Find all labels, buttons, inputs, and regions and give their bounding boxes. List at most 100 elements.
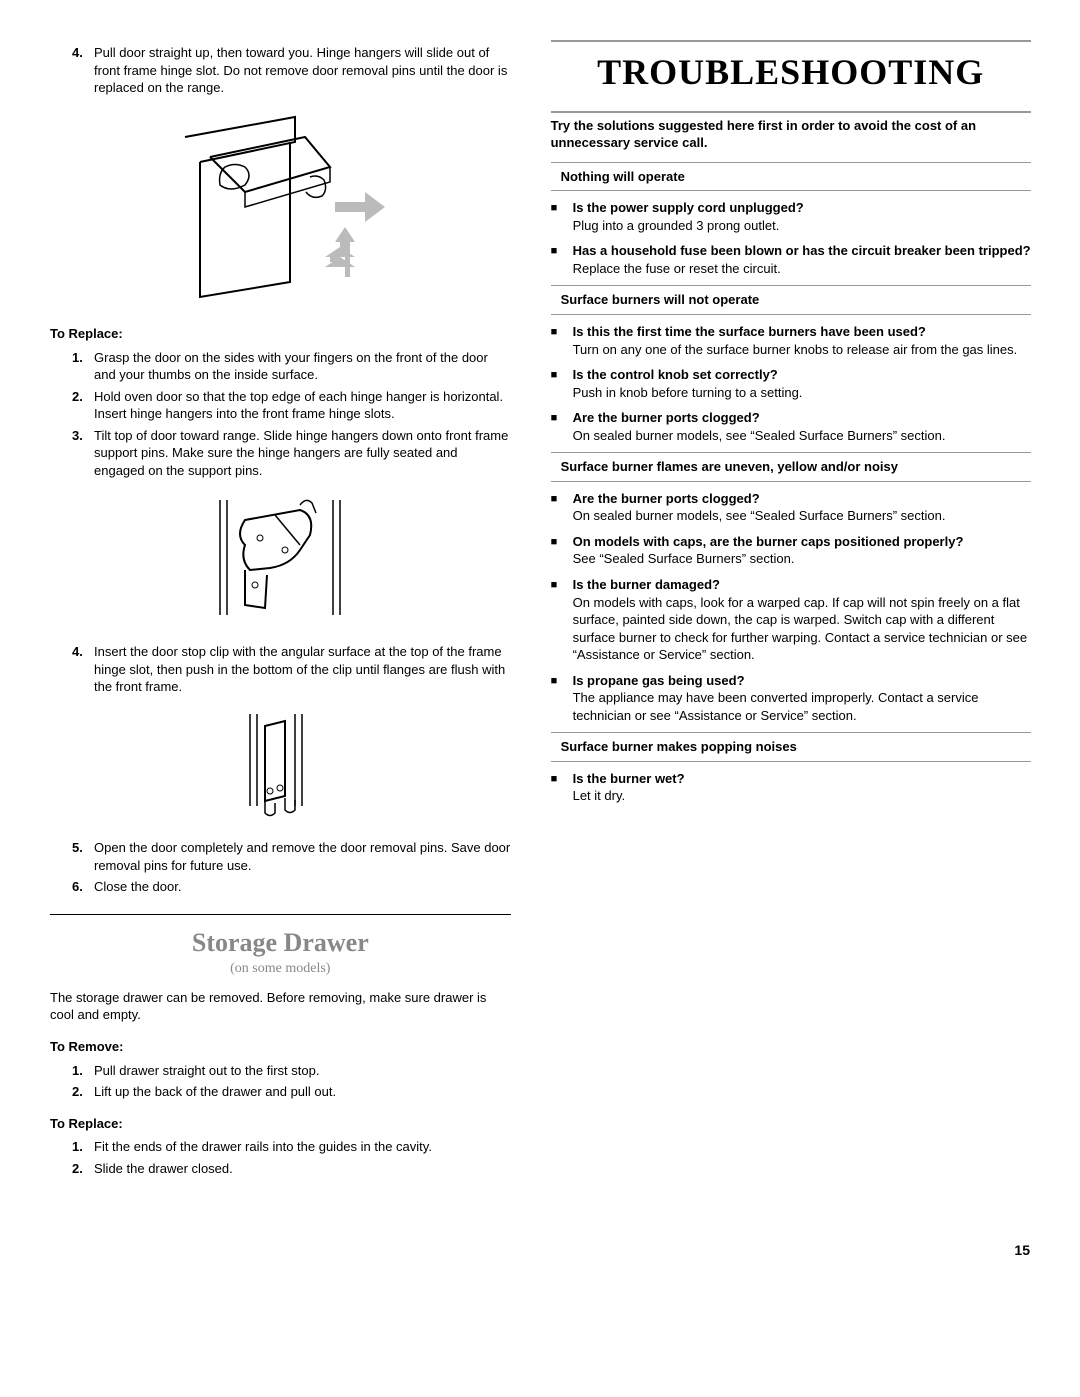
step-num: 4. (72, 44, 94, 97)
ts-item-body: On models with caps, are the burner caps… (573, 533, 1031, 568)
step-text: Hold oven door so that the top edge of e… (94, 388, 511, 423)
ts-section-head: Nothing will operate (551, 163, 1031, 191)
ts-answer: On models with caps, look for a warped c… (573, 594, 1031, 664)
bullet-icon: ■ (551, 533, 573, 568)
ts-item: ■ Is the burner wet? Let it dry. (551, 770, 1031, 805)
step-item: 4. Insert the door stop clip with the an… (72, 643, 511, 696)
ts-section: Nothing will operate (551, 162, 1031, 192)
ts-answer: Push in knob before turning to a setting… (573, 384, 1031, 402)
ts-question: On models with caps, are the burner caps… (573, 533, 1031, 551)
bullet-icon: ■ (551, 576, 573, 664)
ts-item: ■ Has a household fuse been blown or has… (551, 242, 1031, 277)
step-item: 1. Grasp the door on the sides with your… (72, 349, 511, 384)
ts-item: ■ Are the burner ports clogged? On seale… (551, 409, 1031, 444)
ts-question: Are the burner ports clogged? (573, 490, 1031, 508)
bullet-icon: ■ (551, 409, 573, 444)
step-text: Fit the ends of the drawer rails into th… (94, 1138, 511, 1156)
step-num: 1. (72, 1062, 94, 1080)
ts-section-head: Surface burners will not operate (551, 286, 1031, 314)
ts-answer: The appliance may have been converted im… (573, 689, 1031, 724)
ts-question: Is this the first time the surface burne… (573, 323, 1031, 341)
step-item: 2. Hold oven door so that the top edge o… (72, 388, 511, 423)
step-text: Close the door. (94, 878, 511, 896)
ts-question: Is the control knob set correctly? (573, 366, 1031, 384)
to-remove-head: To Remove: (50, 1038, 511, 1056)
step-text: Open the door completely and remove the … (94, 839, 511, 874)
ts-section: Surface burners will not operate (551, 285, 1031, 315)
storage-intro: The storage drawer can be removed. Befor… (50, 989, 511, 1024)
bullet-icon: ■ (551, 366, 573, 401)
ts-item: ■ Are the burner ports clogged? On seale… (551, 490, 1031, 525)
step-item: 1. Fit the ends of the drawer rails into… (72, 1138, 511, 1156)
left-column: 4. Pull door straight up, then toward yo… (50, 40, 511, 1181)
title-rule-bottom (551, 111, 1031, 113)
ts-item: ■ Is this the first time the surface bur… (551, 323, 1031, 358)
step-num: 5. (72, 839, 94, 874)
to-replace-head: To Replace: (50, 325, 511, 343)
ts-section-head: Surface burner flames are uneven, yellow… (551, 453, 1031, 481)
ts-answer: On sealed burner models, see “Sealed Sur… (573, 507, 1031, 525)
step-text: Pull drawer straight out to the first st… (94, 1062, 511, 1080)
ts-intro: Try the solutions suggested here first i… (551, 117, 1031, 152)
ts-question: Is the power supply cord unplugged? (573, 199, 1031, 217)
step-item: 5. Open the door completely and remove t… (72, 839, 511, 874)
step-num: 2. (72, 388, 94, 423)
ts-question: Are the burner ports clogged? (573, 409, 1031, 427)
bullet-icon: ■ (551, 242, 573, 277)
ts-answer: Turn on any one of the surface burner kn… (573, 341, 1031, 359)
ts-answer: See “Sealed Surface Burners” section. (573, 550, 1031, 568)
page: 4. Pull door straight up, then toward yo… (50, 40, 1030, 1181)
ts-answer: Replace the fuse or reset the circuit. (573, 260, 1031, 278)
bullet-icon: ■ (551, 672, 573, 725)
ts-item-body: Are the burner ports clogged? On sealed … (573, 409, 1031, 444)
divider (50, 914, 511, 915)
bullet-icon: ■ (551, 323, 573, 358)
step-num: 4. (72, 643, 94, 696)
ts-item-body: Is the burner damaged? On models with ca… (573, 576, 1031, 664)
ts-item: ■ Is propane gas being used? The applian… (551, 672, 1031, 725)
ts-item-body: Is the power supply cord unplugged? Plug… (573, 199, 1031, 234)
step-item: 2. Slide the drawer closed. (72, 1160, 511, 1178)
step-item: 1. Pull drawer straight out to the first… (72, 1062, 511, 1080)
ts-item-body: Is propane gas being used? The appliance… (573, 672, 1031, 725)
step-text: Insert the door stop clip with the angul… (94, 643, 511, 696)
ts-item-body: Is the control knob set correctly? Push … (573, 366, 1031, 401)
storage-drawer-sub: (on some models) (50, 960, 511, 979)
ts-answer: On sealed burner models, see “Sealed Sur… (573, 427, 1031, 445)
step-text: Slide the drawer closed. (94, 1160, 511, 1178)
storage-drawer-title: Storage Drawer (50, 925, 511, 960)
ts-question: Has a household fuse been blown or has t… (573, 242, 1031, 260)
ts-item-body: Are the burner ports clogged? On sealed … (573, 490, 1031, 525)
ts-item-body: Is this the first time the surface burne… (573, 323, 1031, 358)
step-text: Tilt top of door toward range. Slide hin… (94, 427, 511, 480)
step-num: 2. (72, 1160, 94, 1178)
ts-section-head: Surface burner makes popping noises (551, 733, 1031, 761)
ts-section: Surface burner flames are uneven, yellow… (551, 452, 1031, 482)
ts-item-body: Is the burner wet? Let it dry. (573, 770, 1031, 805)
figure-hinge (50, 490, 511, 630)
step-text: Pull door straight up, then toward you. … (94, 44, 511, 97)
right-column: TROUBLESHOOTING Try the solutions sugges… (551, 40, 1031, 1181)
ts-item: ■ On models with caps, are the burner ca… (551, 533, 1031, 568)
ts-section: Surface burner makes popping noises (551, 732, 1031, 762)
ts-answer: Plug into a grounded 3 prong outlet. (573, 217, 1031, 235)
step-num: 3. (72, 427, 94, 480)
step-num: 2. (72, 1083, 94, 1101)
troubleshooting-title: TROUBLESHOOTING (551, 48, 1031, 97)
step-num: 6. (72, 878, 94, 896)
step-text: Lift up the back of the drawer and pull … (94, 1083, 511, 1101)
step-item: 6. Close the door. (72, 878, 511, 896)
ts-question: Is the burner wet? (573, 770, 1031, 788)
step-num: 1. (72, 1138, 94, 1156)
bullet-icon: ■ (551, 770, 573, 805)
ts-question: Is propane gas being used? (573, 672, 1031, 690)
to-replace-head-2: To Replace: (50, 1115, 511, 1133)
page-number: 15 (50, 1241, 1030, 1260)
step-num: 1. (72, 349, 94, 384)
step-item: 4. Pull door straight up, then toward yo… (72, 44, 511, 97)
step-item: 3. Tilt top of door toward range. Slide … (72, 427, 511, 480)
bullet-icon: ■ (551, 490, 573, 525)
bullet-icon: ■ (551, 199, 573, 234)
step-item: 2. Lift up the back of the drawer and pu… (72, 1083, 511, 1101)
ts-question: Is the burner damaged? (573, 576, 1031, 594)
